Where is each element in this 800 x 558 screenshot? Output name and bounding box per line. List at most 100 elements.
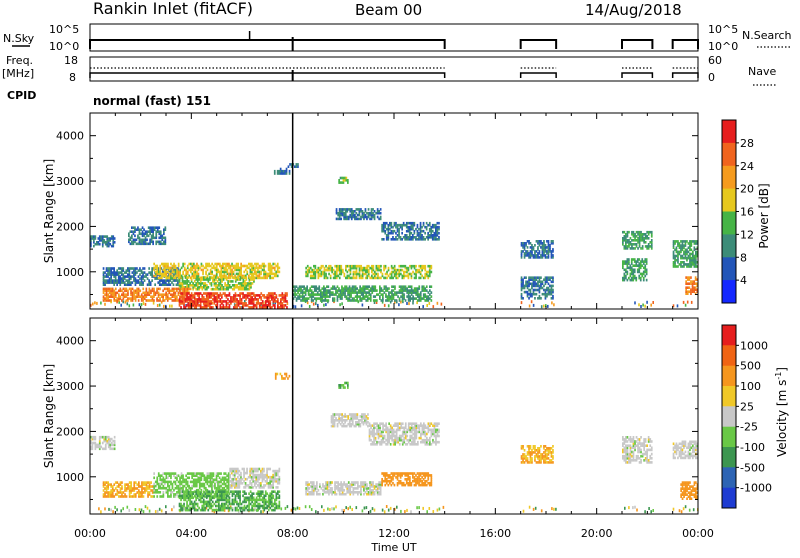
scatter-cell — [400, 236, 402, 239]
scatter-cell — [631, 267, 633, 270]
scatter-cell — [631, 231, 633, 234]
scatter-cell — [120, 509, 122, 512]
scatter-cell — [188, 302, 190, 305]
scatter-cell — [424, 232, 426, 235]
freq-series-segment — [90, 73, 445, 78]
scatter-cell — [385, 285, 387, 288]
scatter-cell — [134, 226, 136, 229]
scatter-cell — [395, 269, 397, 272]
scatter-cell — [109, 438, 111, 441]
scatter-cell — [185, 288, 187, 291]
scatter-cell — [136, 271, 138, 274]
scatter-cell — [326, 289, 328, 292]
scatter-cell — [182, 485, 184, 488]
y-tick-label: 2000 — [56, 220, 84, 233]
scatter-cell — [202, 472, 204, 475]
scatter-cell — [226, 485, 228, 488]
scatter-cell — [233, 265, 235, 268]
scatter-cell — [397, 291, 399, 294]
scatter-cell — [152, 495, 154, 498]
scatter-cell — [150, 481, 152, 484]
scatter-cell — [297, 507, 299, 510]
scatter-cell — [536, 240, 538, 243]
scatter-cell — [130, 275, 132, 278]
scatter-cell — [119, 275, 121, 278]
scatter-cell — [139, 228, 141, 231]
scatter-cell — [204, 492, 206, 495]
scatter-cell — [109, 483, 111, 486]
scatter-cell — [140, 485, 142, 488]
scatter-cell — [424, 238, 426, 241]
scatter-cell — [400, 224, 402, 227]
scatter-cell — [438, 226, 440, 229]
scatter-cell — [172, 275, 174, 278]
scatter-cell — [391, 222, 393, 225]
scatter-cell — [164, 279, 166, 282]
scatter-cell — [165, 288, 167, 291]
scatter-cell — [351, 208, 353, 211]
scatter-cell — [260, 510, 262, 513]
scatter-cell — [426, 222, 428, 225]
scatter-cell — [545, 276, 547, 279]
scatter-cell — [285, 507, 287, 510]
scatter-cell — [523, 510, 525, 513]
scatter-cell — [685, 304, 687, 307]
scatter-cell — [633, 247, 635, 250]
scatter-cell — [373, 277, 375, 280]
scatter-cell — [111, 235, 113, 238]
scatter-cell — [365, 208, 367, 211]
scatter-cell — [297, 165, 299, 168]
scatter-cell — [201, 483, 203, 486]
scatter-cell — [183, 296, 185, 299]
scatter-cell — [351, 265, 353, 268]
scatter-cell — [349, 208, 351, 211]
scatter-cell — [337, 295, 339, 298]
scatter-cell — [384, 230, 386, 233]
scatter-cell — [154, 226, 156, 229]
scatter-cell — [104, 303, 106, 306]
scatter-cell — [211, 288, 213, 291]
scatter-cell — [175, 288, 177, 291]
scatter-cell — [183, 507, 185, 510]
scatter-cell — [540, 254, 542, 257]
scatter-cell — [114, 448, 116, 451]
scatter-cell — [420, 265, 422, 268]
scatter-cell — [417, 269, 419, 272]
scatter-cell — [172, 483, 174, 486]
scatter-cell — [374, 210, 376, 213]
scatter-cell — [203, 499, 205, 502]
scatter-cell — [236, 263, 238, 266]
scatter-cell — [552, 240, 554, 243]
scatter-cell — [683, 301, 685, 304]
scatter-cell — [132, 487, 134, 490]
scatter-cell — [677, 304, 679, 307]
scatter-cell — [406, 302, 408, 305]
scatter-cell — [263, 294, 265, 297]
scatter-cell — [230, 490, 232, 493]
station-title: Rankin Inlet (fitACF) — [93, 0, 253, 18]
scatter-cell — [99, 436, 101, 439]
scatter-cell — [253, 298, 255, 301]
scatter-cell — [321, 271, 323, 274]
scatter-cell — [403, 265, 405, 268]
scatter-cell — [690, 280, 692, 283]
scatter-cell — [95, 243, 97, 246]
scatter-cell — [256, 302, 258, 305]
scatter-cell — [392, 236, 394, 239]
scatter-cell — [695, 251, 697, 254]
scatter-cell — [273, 304, 275, 307]
scatter-cell — [415, 297, 417, 300]
scatter-cell — [122, 273, 124, 276]
scatter-cell — [173, 263, 175, 266]
scatter-cell — [222, 477, 224, 480]
scatter-cell — [643, 260, 645, 263]
scatter-cell — [212, 509, 214, 512]
scatter-cell — [227, 263, 229, 266]
scatter-cell — [226, 300, 228, 303]
scatter-cell — [151, 267, 153, 270]
scatter-cell — [382, 509, 384, 512]
scatter-cell — [104, 491, 106, 494]
power-y-label: Slant Range [km] — [42, 159, 56, 263]
